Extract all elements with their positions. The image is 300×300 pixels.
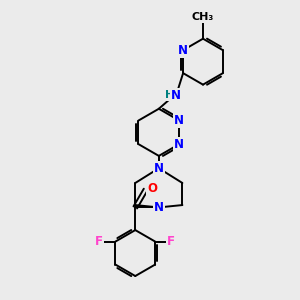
Text: N: N bbox=[174, 114, 184, 127]
Text: N: N bbox=[174, 138, 184, 151]
Text: F: F bbox=[167, 235, 175, 248]
Text: N: N bbox=[154, 201, 164, 214]
Text: F: F bbox=[95, 235, 103, 248]
Text: N: N bbox=[154, 162, 164, 175]
Text: N: N bbox=[178, 44, 188, 57]
Text: O: O bbox=[147, 182, 157, 195]
Text: N: N bbox=[170, 89, 181, 102]
Text: H: H bbox=[165, 90, 174, 100]
Text: CH₃: CH₃ bbox=[192, 13, 214, 22]
